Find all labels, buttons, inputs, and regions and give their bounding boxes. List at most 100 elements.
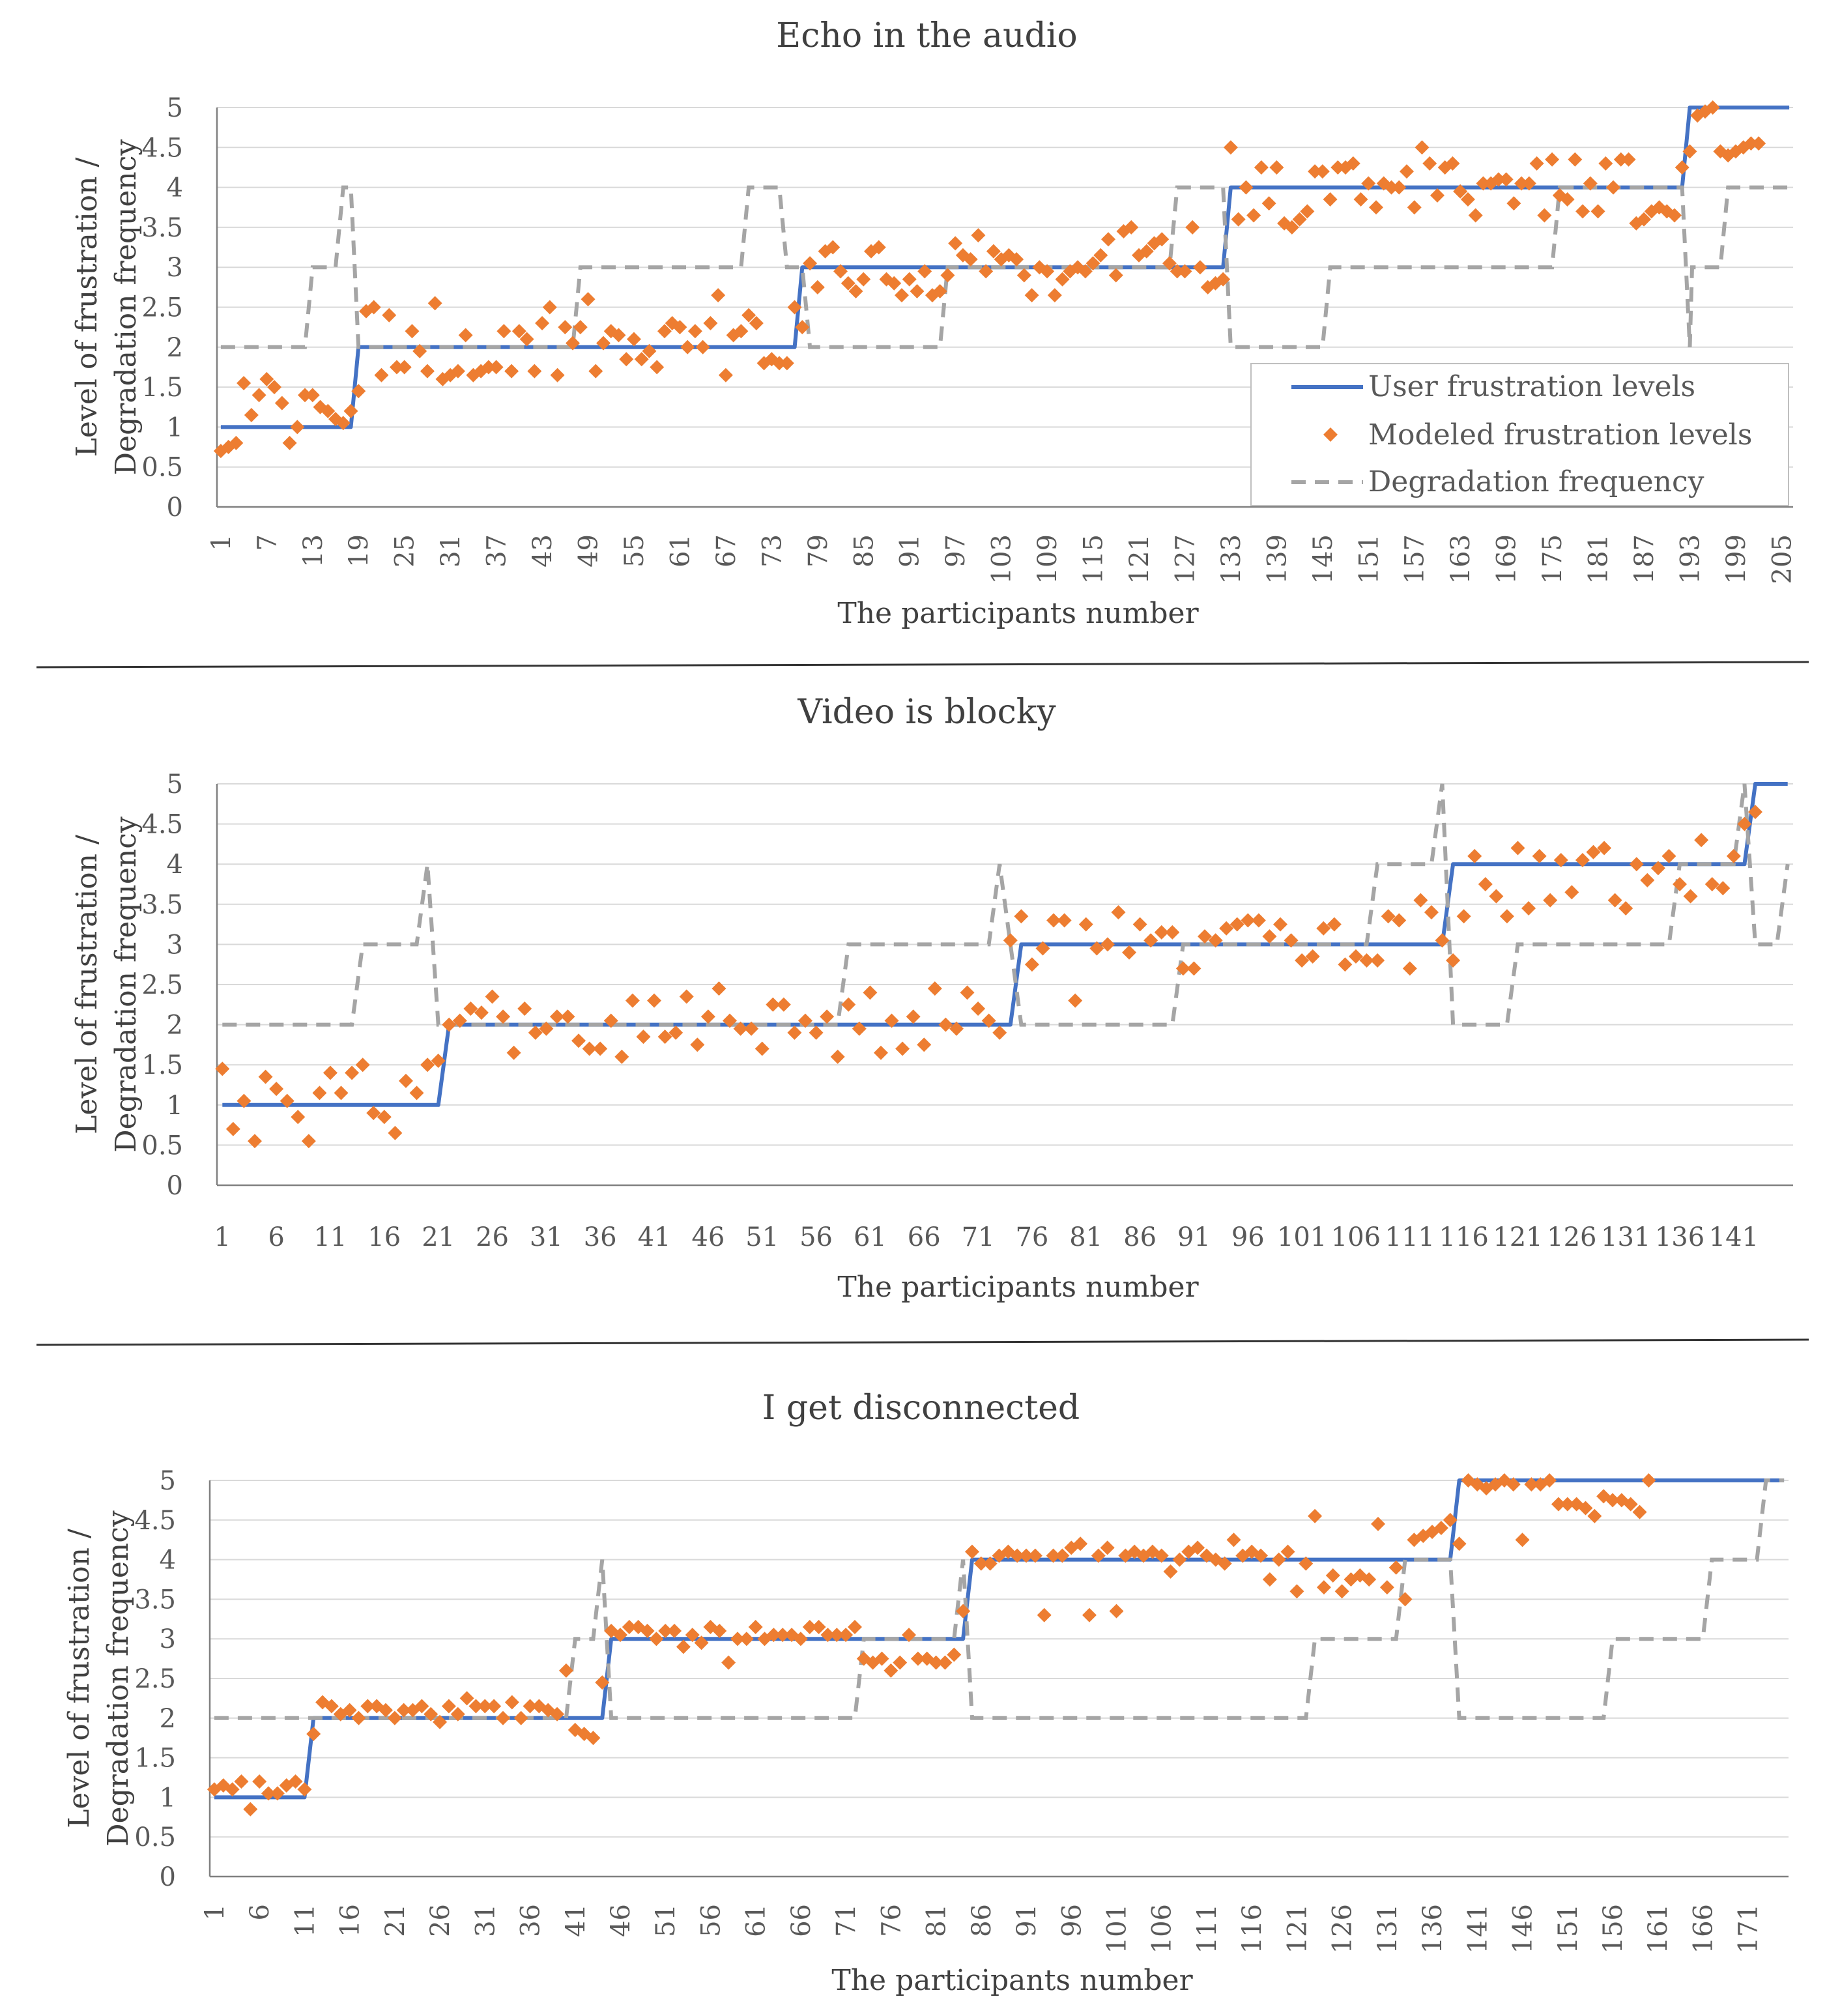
- x-tick-label: 36: [516, 1904, 546, 1937]
- modeled-frustration-marker: [452, 1013, 467, 1028]
- modeled-frustration-marker: [389, 360, 404, 375]
- y-axis-title: Level of frustration /: [70, 158, 104, 457]
- x-tick-label: 151: [1553, 1904, 1583, 1953]
- modeled-frustration-marker: [1325, 1568, 1340, 1583]
- modeled-frustration-marker: [826, 240, 841, 255]
- modeled-frustration-marker: [1284, 933, 1299, 948]
- modeled-frustration-marker: [1338, 957, 1353, 972]
- x-tick-label: 116: [1439, 1222, 1488, 1252]
- x-tick-label: 131: [1373, 1904, 1403, 1953]
- modeled-frustration-marker: [874, 1651, 889, 1666]
- modeled-frustration-marker: [847, 1619, 862, 1634]
- modeled-frustration-marker: [1082, 1607, 1097, 1622]
- x-tick-label: 127: [1170, 534, 1200, 584]
- y-axis-title: Level of frustration /: [63, 1529, 96, 1828]
- modeled-frustration-marker: [420, 1058, 435, 1073]
- modeled-frustration-marker: [398, 1073, 413, 1088]
- modeled-frustration-marker: [1289, 1584, 1304, 1599]
- y-tick-label: 2: [167, 333, 183, 363]
- modeled-frustration-marker: [1198, 929, 1213, 944]
- modeled-frustration-marker: [1305, 949, 1320, 964]
- modeled-frustration-marker: [749, 316, 764, 331]
- modeled-frustration-marker: [321, 403, 336, 418]
- modeled-frustration-marker: [1359, 953, 1374, 968]
- modeled-frustration-marker: [979, 264, 994, 279]
- x-tick-label: 51: [745, 1222, 779, 1252]
- modeled-frustration-marker: [225, 1782, 240, 1797]
- modeled-frustration-marker: [741, 308, 756, 323]
- modeled-frustration-marker: [1369, 200, 1384, 215]
- modeled-frustration-marker: [1499, 172, 1514, 187]
- y-tick-label: 0: [167, 493, 183, 523]
- x-tick-label: 121: [1493, 1222, 1542, 1252]
- modeled-frustration-marker: [387, 1710, 402, 1725]
- y-tick-label: 1.5: [141, 373, 183, 403]
- modeled-frustration-marker: [884, 1663, 898, 1678]
- x-tick-label: 126: [1328, 1904, 1358, 1953]
- x-tick-label: 67: [712, 534, 741, 568]
- modeled-frustration-marker: [1208, 933, 1223, 948]
- x-tick-label: 61: [854, 1222, 887, 1252]
- x-tick-label: 141: [1463, 1904, 1493, 1953]
- x-tick-label: 166: [1688, 1904, 1718, 1953]
- modeled-frustration-marker: [539, 1021, 554, 1036]
- modeled-frustration-marker: [700, 1009, 715, 1024]
- modeled-frustration-marker: [1057, 913, 1072, 928]
- modeled-frustration-marker: [871, 240, 886, 255]
- modeled-frustration-marker: [1111, 905, 1126, 920]
- modeled-frustration-marker: [1437, 160, 1452, 175]
- x-tick-label: 41: [561, 1904, 591, 1937]
- modeled-frustration-marker: [323, 1065, 338, 1080]
- x-tick-label: 71: [962, 1222, 995, 1252]
- series-degradation-frequency-line: [214, 1478, 1785, 1720]
- modeled-frustration-marker: [1316, 1580, 1331, 1595]
- modeled-frustration-marker: [1621, 152, 1636, 167]
- modeled-frustration-marker: [779, 356, 794, 371]
- modeled-frustration-marker: [1073, 1536, 1088, 1551]
- modeled-frustration-marker: [1172, 1552, 1187, 1567]
- modeled-frustration-marker: [1047, 288, 1062, 303]
- x-tick-label: 71: [831, 1904, 861, 1937]
- modeled-frustration-marker: [1154, 1548, 1169, 1563]
- modeled-frustration-marker: [802, 1619, 817, 1634]
- y-tick-label: 3.5: [134, 1585, 176, 1615]
- x-tick-label: 106: [1331, 1222, 1381, 1252]
- modeled-frustration-marker: [721, 1655, 736, 1670]
- modeled-frustration-marker: [542, 300, 557, 315]
- y-tick-label: 0.5: [141, 453, 183, 483]
- modeled-frustration-marker: [829, 1628, 844, 1643]
- modeled-frustration-marker: [1641, 1473, 1656, 1488]
- modeled-frustration-marker: [374, 367, 389, 382]
- modeled-frustration-marker: [647, 993, 662, 1008]
- modeled-frustration-marker: [1413, 893, 1428, 908]
- modeled-frustration-marker: [672, 320, 687, 335]
- modeled-frustration-marker: [1040, 264, 1055, 279]
- modeled-frustration-marker: [1192, 260, 1207, 275]
- modeled-frustration-marker: [1545, 152, 1560, 167]
- legend-user-label: User frustration levels: [1368, 370, 1695, 403]
- modeled-frustration-marker: [450, 364, 465, 379]
- modeled-frustration-marker: [1675, 160, 1689, 175]
- modeled-frustration-marker: [1650, 861, 1665, 876]
- modeled-frustration-marker: [650, 360, 665, 375]
- modeled-frustration-marker: [1629, 857, 1644, 872]
- modeled-frustration-marker: [938, 1017, 953, 1032]
- y-axis-title: Degradation frequency: [109, 139, 143, 476]
- chart-title: I get disconnected: [762, 1389, 1080, 1428]
- y-tick-label: 0: [167, 1171, 183, 1201]
- section-divider: [36, 661, 1809, 669]
- modeled-frustration-marker: [1384, 180, 1399, 195]
- modeled-frustration-marker: [1446, 953, 1461, 968]
- y-tick-label: 2.5: [134, 1664, 176, 1694]
- x-tick-label: 81: [922, 1904, 952, 1937]
- modeled-frustration-marker: [1371, 1516, 1386, 1531]
- modeled-frustration-marker: [258, 1069, 273, 1084]
- modeled-frustration-marker: [1122, 945, 1137, 960]
- y-tick-label: 3.5: [141, 213, 183, 243]
- modeled-frustration-marker: [1323, 192, 1338, 207]
- modeled-frustration-marker: [1338, 160, 1353, 175]
- modeled-frustration-marker: [733, 1021, 748, 1036]
- modeled-frustration-marker: [468, 1699, 483, 1714]
- modeled-frustration-marker: [833, 264, 848, 279]
- modeled-frustration-marker: [1143, 933, 1158, 948]
